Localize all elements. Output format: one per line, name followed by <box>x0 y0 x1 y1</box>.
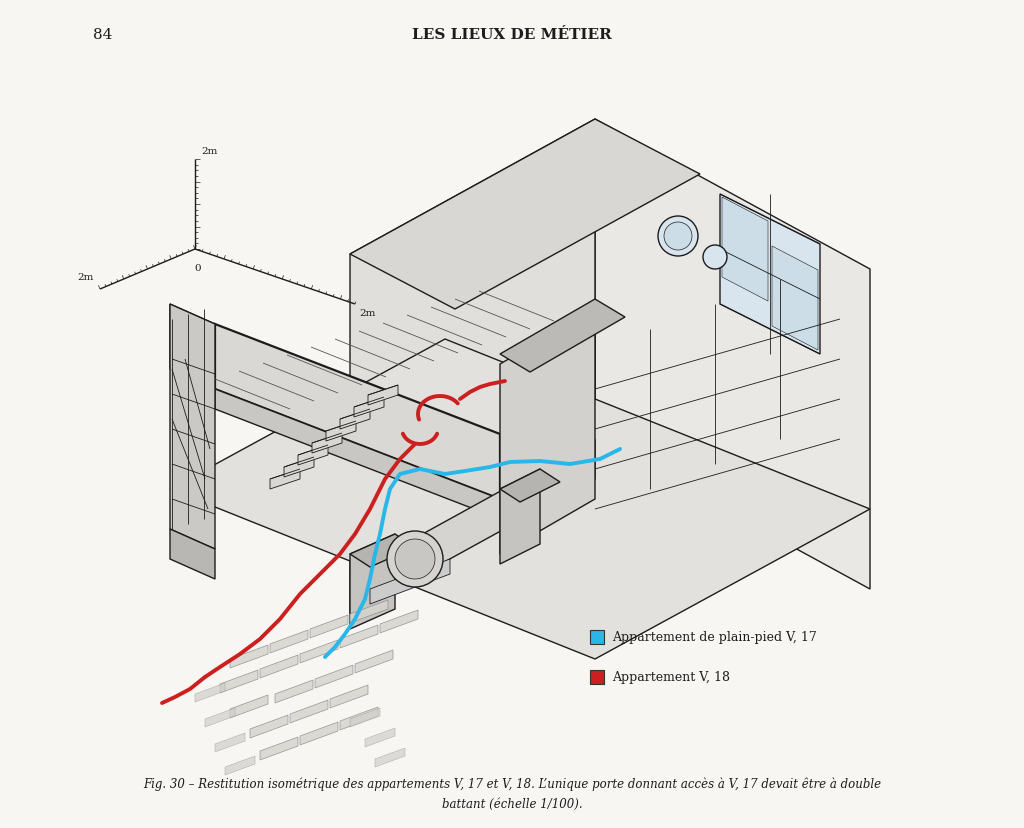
Circle shape <box>664 223 692 251</box>
Polygon shape <box>300 722 338 745</box>
Polygon shape <box>354 397 384 417</box>
Polygon shape <box>225 756 255 775</box>
Polygon shape <box>230 696 268 718</box>
Polygon shape <box>340 625 378 648</box>
Polygon shape <box>170 529 215 580</box>
Polygon shape <box>315 665 353 688</box>
Circle shape <box>387 532 443 587</box>
Polygon shape <box>215 389 500 519</box>
Polygon shape <box>340 707 378 730</box>
Polygon shape <box>595 120 870 590</box>
Bar <box>590 670 604 684</box>
Text: 84: 84 <box>93 28 113 42</box>
Polygon shape <box>300 640 338 663</box>
Polygon shape <box>275 680 313 703</box>
Polygon shape <box>350 534 415 567</box>
Bar <box>590 630 604 644</box>
Polygon shape <box>350 600 388 623</box>
Polygon shape <box>368 386 398 406</box>
Polygon shape <box>500 469 540 565</box>
Polygon shape <box>170 305 215 389</box>
Polygon shape <box>250 715 288 738</box>
Polygon shape <box>195 683 225 702</box>
Polygon shape <box>326 421 356 441</box>
Polygon shape <box>375 748 406 767</box>
Polygon shape <box>500 469 560 503</box>
Polygon shape <box>720 195 820 354</box>
Polygon shape <box>220 670 258 693</box>
Text: battant (échelle 1/100).: battant (échelle 1/100). <box>441 797 583 810</box>
Polygon shape <box>312 434 342 454</box>
Polygon shape <box>260 655 298 678</box>
Polygon shape <box>260 737 298 760</box>
Polygon shape <box>355 650 393 673</box>
Polygon shape <box>215 325 500 499</box>
Polygon shape <box>370 560 450 604</box>
Polygon shape <box>298 445 328 465</box>
Polygon shape <box>772 247 818 350</box>
Polygon shape <box>350 534 395 629</box>
Polygon shape <box>270 630 308 653</box>
Polygon shape <box>310 615 348 638</box>
Text: 2m: 2m <box>201 147 217 156</box>
Polygon shape <box>500 310 595 554</box>
Polygon shape <box>500 300 625 373</box>
Polygon shape <box>270 469 300 489</box>
Circle shape <box>703 246 727 270</box>
Polygon shape <box>365 728 395 747</box>
Text: 2m: 2m <box>359 309 376 318</box>
Polygon shape <box>330 686 368 708</box>
Polygon shape <box>722 198 768 301</box>
Polygon shape <box>170 305 215 549</box>
Circle shape <box>395 539 435 580</box>
Text: LES LIEUX DE MÉTIER: LES LIEUX DE MÉTIER <box>412 28 612 42</box>
Text: 2m: 2m <box>78 272 94 282</box>
Text: 0: 0 <box>195 263 202 272</box>
Polygon shape <box>350 708 380 727</box>
Polygon shape <box>350 120 595 575</box>
Polygon shape <box>350 440 595 614</box>
Polygon shape <box>340 410 370 430</box>
Circle shape <box>658 217 698 257</box>
Polygon shape <box>205 708 234 727</box>
Polygon shape <box>215 733 245 752</box>
Text: Fig. 30 – Restitution isométrique des appartements V, 17 et V, 18. L’unique port: Fig. 30 – Restitution isométrique des ap… <box>143 777 881 791</box>
Text: Appartement V, 18: Appartement V, 18 <box>612 671 730 684</box>
Polygon shape <box>284 457 314 478</box>
Polygon shape <box>380 610 418 633</box>
Text: Appartement de plain-pied V, 17: Appartement de plain-pied V, 17 <box>612 631 817 643</box>
Polygon shape <box>350 120 700 310</box>
Polygon shape <box>170 339 870 659</box>
Polygon shape <box>290 700 328 723</box>
Polygon shape <box>230 645 268 668</box>
